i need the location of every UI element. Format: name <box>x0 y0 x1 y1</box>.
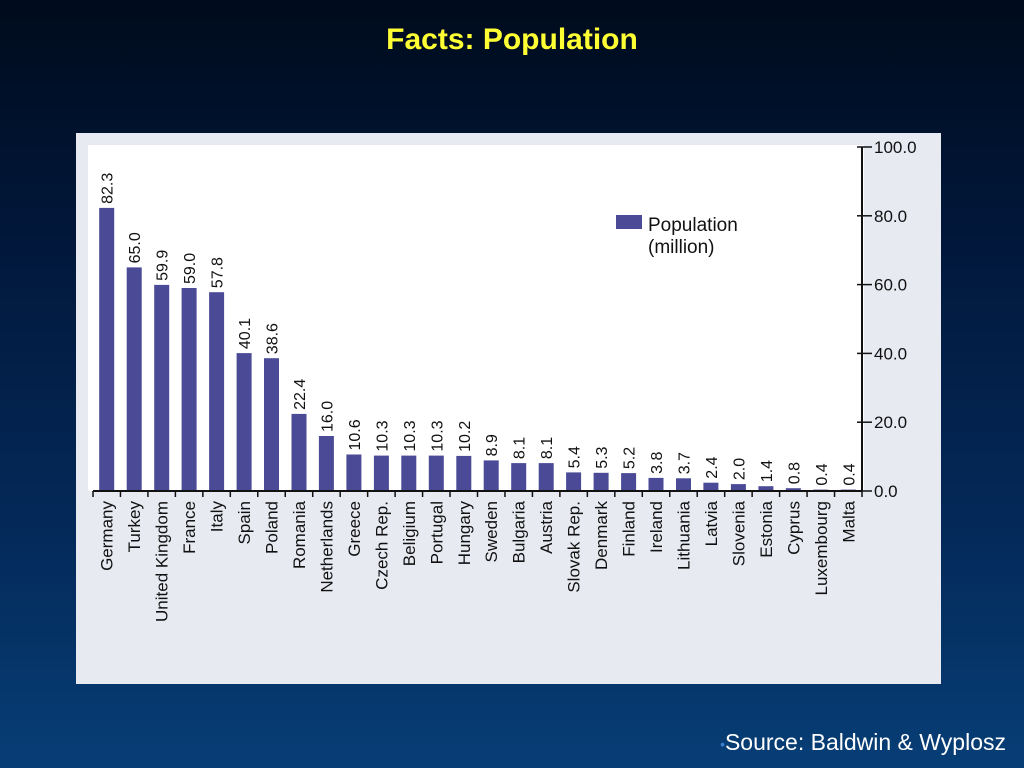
value-label-13: 10.2 <box>457 421 474 452</box>
value-label-16: 8.1 <box>539 437 556 459</box>
bar-17 <box>566 472 582 491</box>
category-label-19: Finland <box>620 501 639 557</box>
value-label-5: 40.1 <box>237 318 254 349</box>
category-label-1: Turkey <box>125 501 144 553</box>
bar-15 <box>511 463 527 491</box>
bar-4 <box>209 292 225 491</box>
value-label-9: 10.6 <box>347 419 364 450</box>
bar-14 <box>483 460 499 491</box>
y-tick-label-0: 0.0 <box>874 482 898 501</box>
category-label-22: Latvia <box>702 500 721 546</box>
bar-19 <box>621 473 637 491</box>
plot-area <box>88 145 864 491</box>
value-label-24: 1.4 <box>759 460 776 482</box>
value-label-25: 0.8 <box>786 462 803 484</box>
value-label-12: 10.3 <box>429 420 446 451</box>
bar-6 <box>264 358 279 491</box>
bar-20 <box>648 477 664 491</box>
category-label-17: Slovak Rep. <box>565 501 584 593</box>
category-label-21: Lithuania <box>675 500 694 570</box>
bar-24 <box>758 486 774 491</box>
bar-7 <box>291 413 307 491</box>
bar-22 <box>703 482 719 491</box>
value-label-6: 38.6 <box>265 323 282 354</box>
chart-panel: 82.3 Germany 65.0 Turkey 59.9 United Kingdom 5… <box>76 133 941 684</box>
bar-18 <box>593 472 609 491</box>
category-label-14: Sweden <box>482 501 501 562</box>
category-label-13: Hungary <box>455 501 474 566</box>
category-label-3: France <box>180 501 199 554</box>
legend-label-1: (million) <box>648 237 715 258</box>
category-label-6: Poland <box>263 501 282 554</box>
source-note: •Source: Baldwin & Wyplosz <box>720 728 1006 758</box>
bar-3 <box>181 288 197 491</box>
category-label-18: Denmark <box>592 501 611 570</box>
value-label-7: 22.4 <box>292 379 309 410</box>
source-bullet: • <box>720 735 725 752</box>
category-label-7: Romania <box>290 500 309 569</box>
bar-8 <box>318 436 334 491</box>
value-label-3: 59.0 <box>182 253 199 284</box>
bar-10 <box>373 455 389 491</box>
bar-0 <box>99 207 115 491</box>
value-label-23: 2.0 <box>731 458 748 480</box>
bar-5 <box>236 353 252 491</box>
value-label-20: 3.8 <box>649 452 666 474</box>
category-label-9: Greece <box>345 501 364 557</box>
category-label-26: Luxembourg <box>812 501 831 596</box>
slide-title: Facts: Population <box>386 23 638 56</box>
legend-swatch <box>616 215 642 229</box>
category-label-0: Germany <box>98 501 117 571</box>
value-label-4: 57.8 <box>210 257 227 288</box>
bar-25 <box>785 488 801 491</box>
category-label-24: Estonia <box>757 500 776 557</box>
category-label-8: Netherlands <box>317 501 336 593</box>
legend-label-0: Population <box>648 215 738 236</box>
y-tick-label-2: 40.0 <box>874 344 907 363</box>
category-label-15: Bulgaria <box>510 500 529 563</box>
bar-1 <box>126 267 142 491</box>
source-text: Source: Baldwin & Wyplosz <box>724 729 1006 755</box>
y-tick-label-3: 60.0 <box>874 276 907 295</box>
category-label-16: Austria <box>537 500 556 553</box>
value-label-0: 82.3 <box>100 173 117 204</box>
value-label-21: 3.7 <box>677 452 694 474</box>
category-label-27: Malta <box>839 500 858 542</box>
value-label-14: 8.9 <box>484 434 501 456</box>
category-label-4: Italy <box>208 501 227 533</box>
value-label-22: 2.4 <box>704 456 721 478</box>
population-bar-chart: 82.3 Germany 65.0 Turkey 59.9 United Kingdom 5… <box>76 133 941 684</box>
bar-21 <box>676 478 691 491</box>
category-label-20: Ireland <box>647 501 666 553</box>
y-tick-label-1: 20.0 <box>874 413 907 432</box>
bar-2 <box>154 284 170 491</box>
category-label-10: Czech Rep. <box>372 501 391 590</box>
category-label-5: Spain <box>235 501 254 544</box>
value-label-19: 5.2 <box>622 447 639 469</box>
category-label-2: United Kingdom <box>153 501 172 622</box>
bar-23 <box>730 484 746 491</box>
bar-11 <box>401 455 417 491</box>
value-label-11: 10.3 <box>402 420 419 451</box>
bar-16 <box>538 463 554 491</box>
y-tick-label-4: 80.0 <box>874 207 907 226</box>
category-label-23: Slovenia <box>729 500 748 566</box>
value-label-17: 5.4 <box>567 446 584 468</box>
category-label-12: Portugal <box>427 501 446 564</box>
y-tick-label-5: 100.0 <box>874 138 917 157</box>
value-label-10: 10.3 <box>374 420 391 451</box>
category-label-11: Beligium <box>400 501 419 566</box>
value-label-1: 65.0 <box>127 232 144 263</box>
bar-9 <box>346 454 362 491</box>
value-label-26: 0.4 <box>814 463 831 485</box>
value-label-8: 16.0 <box>319 401 336 432</box>
bar-12 <box>428 455 444 491</box>
value-label-2: 59.9 <box>155 250 172 281</box>
bar-13 <box>456 455 472 491</box>
value-label-15: 8.1 <box>512 437 529 459</box>
value-label-27: 0.4 <box>841 463 858 485</box>
category-label-25: Cyprus <box>784 501 803 555</box>
value-label-18: 5.3 <box>594 446 611 468</box>
